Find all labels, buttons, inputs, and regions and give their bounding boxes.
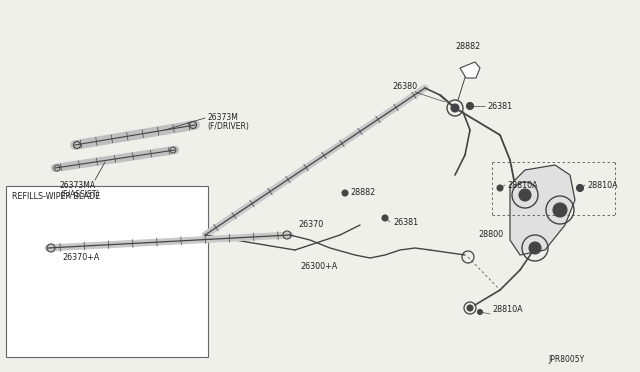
Text: 26381: 26381 — [487, 102, 512, 111]
Text: JPR8005Y: JPR8005Y — [548, 355, 584, 364]
Circle shape — [577, 185, 584, 192]
Circle shape — [477, 310, 483, 314]
Circle shape — [342, 190, 348, 196]
Text: 28882: 28882 — [456, 42, 481, 51]
Text: 26300+A: 26300+A — [300, 262, 337, 271]
Text: 28810A: 28810A — [587, 181, 618, 190]
Polygon shape — [460, 62, 480, 78]
Text: 28882: 28882 — [350, 188, 375, 197]
Circle shape — [553, 203, 567, 217]
Text: 28800: 28800 — [478, 230, 503, 239]
Circle shape — [467, 305, 473, 311]
Text: 28810A: 28810A — [492, 305, 523, 314]
Circle shape — [382, 215, 388, 221]
Circle shape — [467, 103, 474, 109]
Text: 26370: 26370 — [298, 220, 323, 229]
Text: 26373MA: 26373MA — [60, 181, 96, 190]
Text: (F/ASSIST): (F/ASSIST) — [60, 190, 99, 199]
Text: 26370+A: 26370+A — [62, 253, 99, 262]
Text: 26373M: 26373M — [207, 113, 238, 122]
Circle shape — [497, 185, 503, 191]
Polygon shape — [510, 165, 575, 255]
Text: 28810A: 28810A — [507, 181, 538, 190]
Circle shape — [529, 242, 541, 254]
Circle shape — [451, 104, 459, 112]
Text: REFILLS-WIPER BLADE: REFILLS-WIPER BLADE — [12, 192, 100, 201]
Bar — [6, 186, 208, 357]
Text: 26380: 26380 — [392, 82, 417, 91]
Circle shape — [519, 189, 531, 201]
Text: (F/DRIVER): (F/DRIVER) — [207, 122, 249, 131]
Text: 26381: 26381 — [393, 218, 418, 227]
